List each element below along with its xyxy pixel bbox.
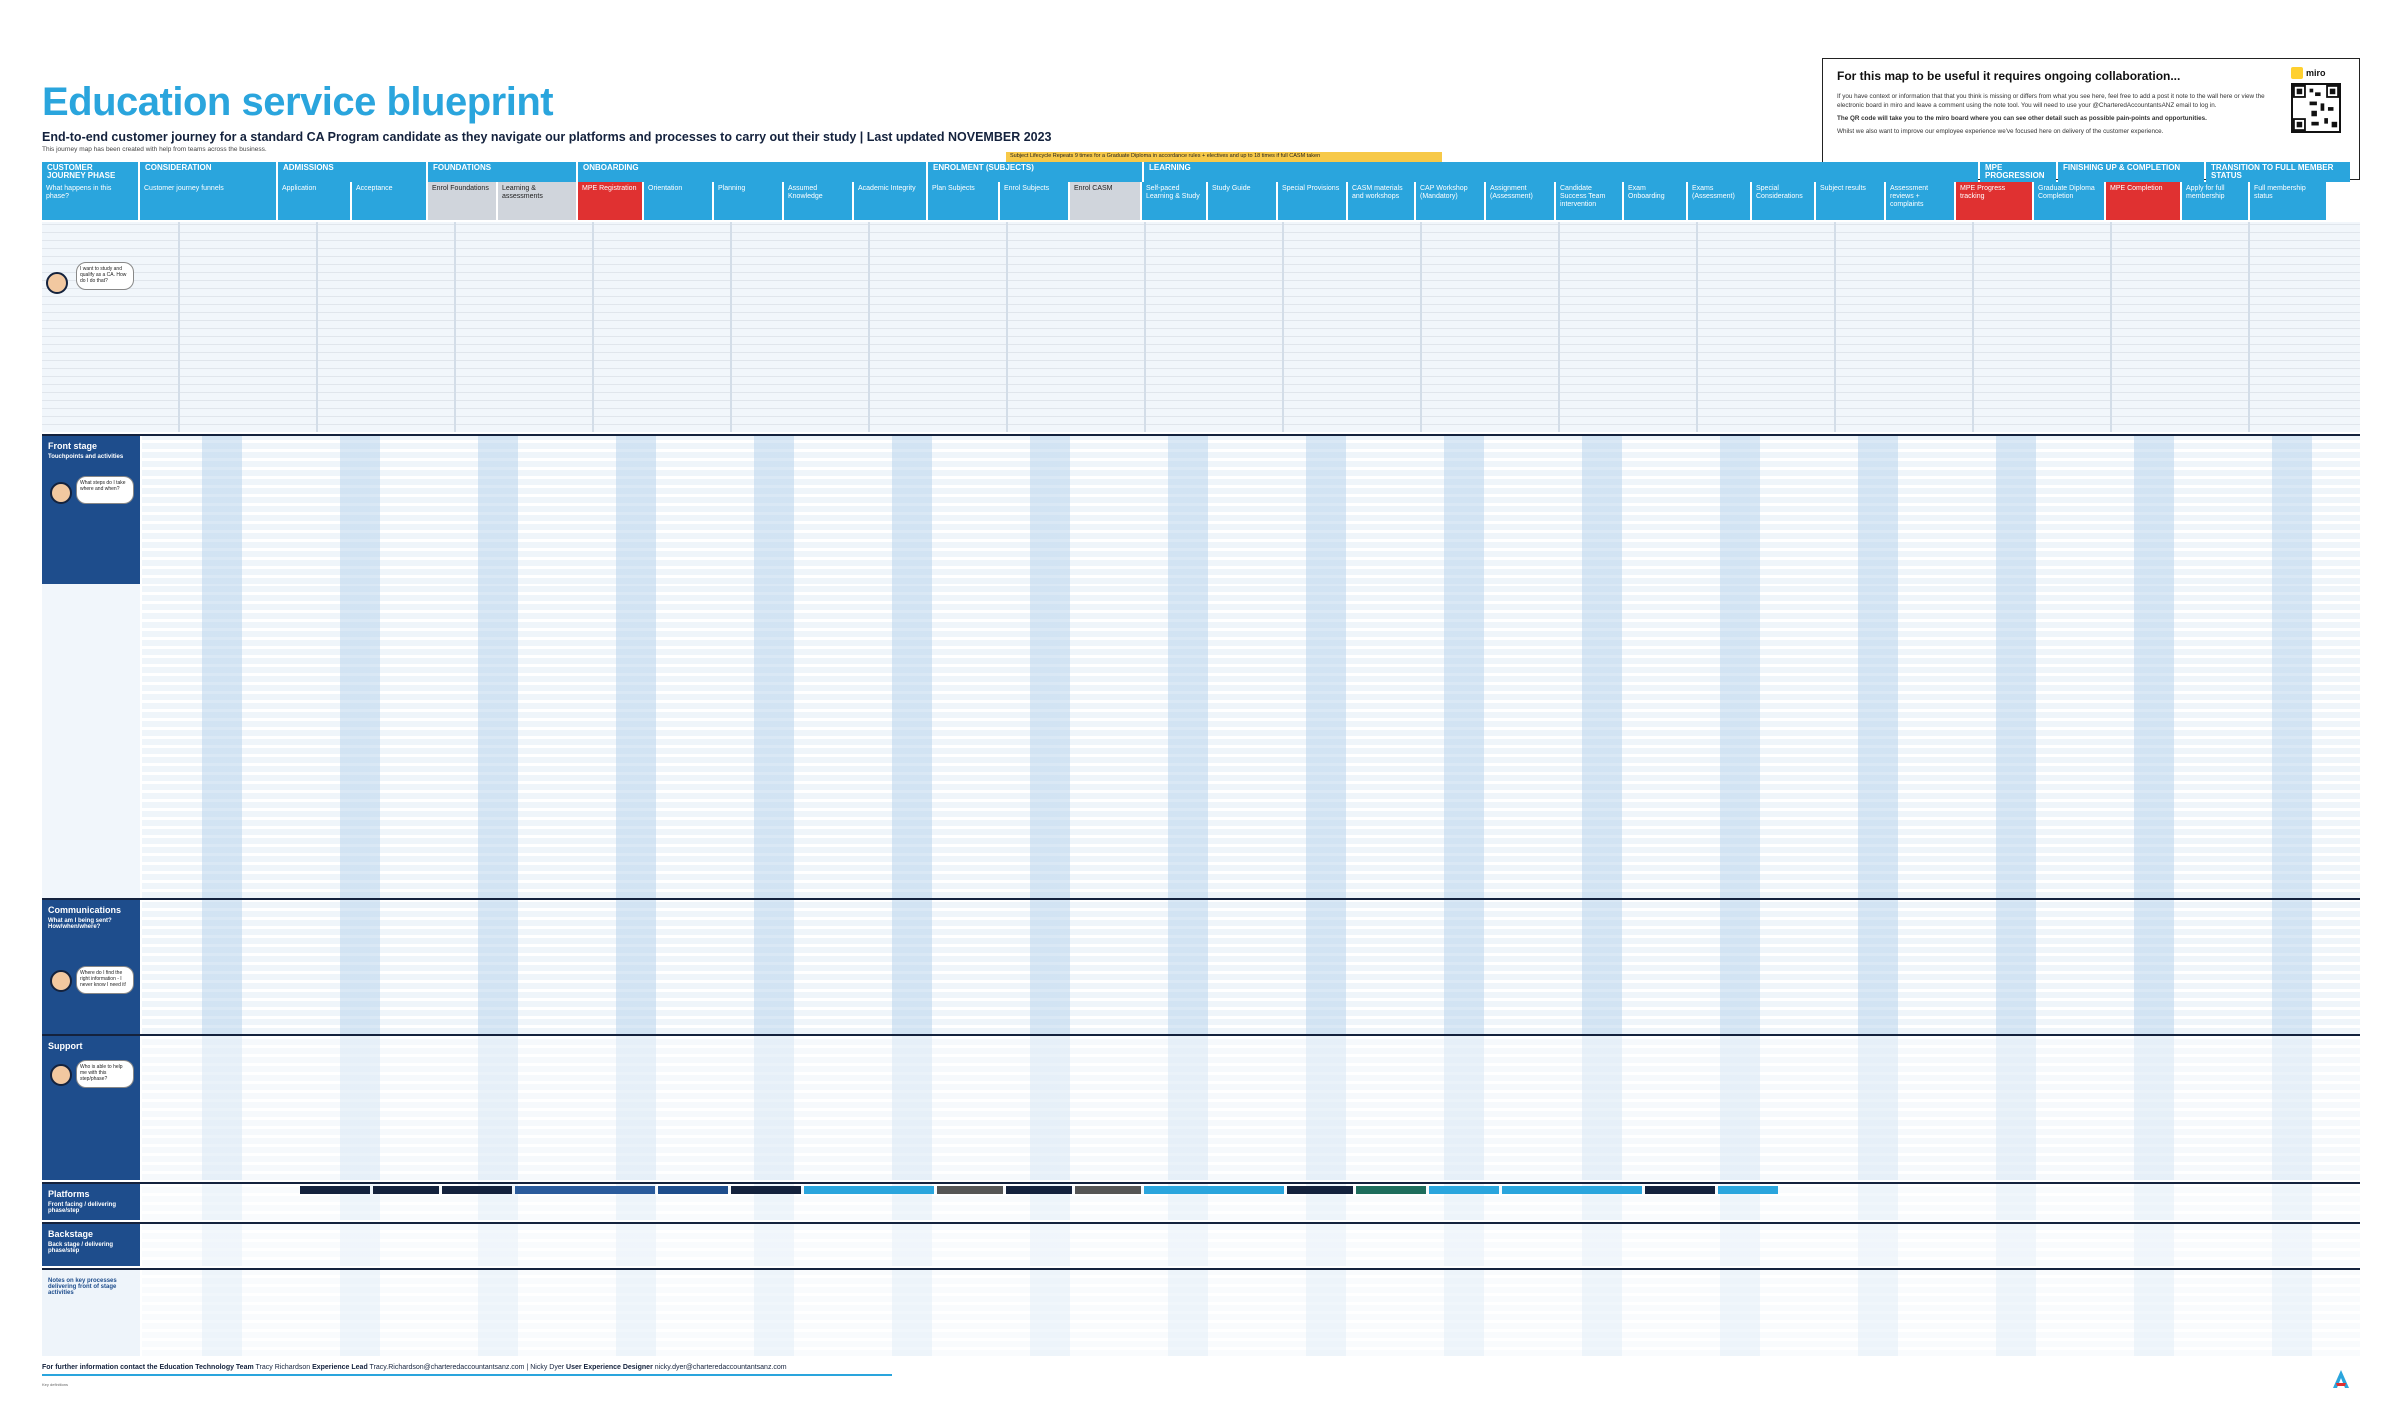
footer-contact: For further information contact the Educ… [42, 1364, 787, 1371]
miro-logo-icon [2291, 67, 2303, 79]
subphase-header-row: What happens in this phase? Customer jour… [42, 182, 2360, 220]
subphase-header: Assessment reviews + complaints [1886, 182, 1954, 220]
footer-email-1[interactable]: Tracy.Richardson@charteredaccountantsanz… [369, 1364, 525, 1371]
phase-header: ONBOARDING [578, 162, 926, 182]
subphase-header: Enrol CASM [1070, 182, 1140, 220]
page-title: Education service blueprint [42, 80, 554, 124]
subphase-header: Assignment (Assessment) [1486, 182, 1554, 220]
persona-avatar [46, 272, 68, 294]
subphase-header: CAP Workshop (Mandatory) [1416, 182, 1484, 220]
subphase-header: Learning & assessments [498, 182, 576, 220]
subphase-header: Special Provisions [1278, 182, 1346, 220]
lane-front-stage: Front stage Touchpoints and activities W… [42, 434, 2360, 584]
lane-title: Support [48, 1041, 83, 1051]
lane-subtitle: Back stage / delivering phase/step [48, 1242, 114, 1254]
ca-logo-icon [2333, 1370, 2349, 1388]
lane-process-notes: Notes on key processes delivering front … [42, 1268, 2360, 1356]
subphase-header: Academic Integrity [854, 182, 926, 220]
phase-header: MPE PROGRESSION [1980, 162, 2056, 182]
lane-front-stage-detail [42, 584, 2360, 898]
subphase-header: MPE Progress tracking [1956, 182, 2032, 220]
subphase-header: Orientation [644, 182, 712, 220]
collab-heading: For this map to be useful it requires on… [1837, 69, 2181, 83]
phase-header: CUSTOMER JOURNEY PHASE [42, 162, 138, 182]
subphase-header: Subject results [1816, 182, 1884, 220]
lane-title: Backstage [48, 1229, 94, 1239]
lane-title: Front stage [48, 441, 98, 451]
subphase-header: Apply for full membership [2182, 182, 2248, 220]
footer-name-1: Tracy Richardson [255, 1364, 311, 1371]
persona-bubble: Where do I find the right information - … [76, 966, 134, 994]
subphase-header: Exams (Assessment) [1688, 182, 1750, 220]
lane-communications: Communications What am I being sent? How… [42, 898, 2360, 1034]
subphase-header: Enrol Foundations [428, 182, 496, 220]
footer-role-1: Experience Lead [312, 1364, 368, 1371]
persona-avatar [50, 482, 72, 504]
subphase-header: Application [278, 182, 350, 220]
lane-label: Backstage Back stage / delivering phase/… [42, 1224, 140, 1266]
subphase-header: Full membership status [2250, 182, 2326, 220]
lane-label: Front stage Touchpoints and activities [42, 436, 140, 584]
subphase-header: Special Considerations [1752, 182, 1814, 220]
footer-role-2: User Experience Designer [566, 1364, 653, 1371]
lane-subtitle: Notes on key processes delivering front … [48, 1278, 117, 1296]
persona-bubble: Who is able to help me with this step/ph… [76, 1060, 134, 1088]
subphase-header: Enrol Subjects [1000, 182, 1068, 220]
journey-detail-area: I want to study and qualify as a CA. How… [42, 222, 2360, 432]
subphase-header: Candidate Success Team intervention [1556, 182, 1622, 220]
subphase-header: MPE Registration [578, 182, 642, 220]
collab-line-1: If you have context or information that … [1837, 93, 2265, 110]
subphase-header: Exam Onboarding [1624, 182, 1686, 220]
subphase-header: Customer journey funnels [140, 182, 276, 220]
phase-header-row: CUSTOMER JOURNEY PHASE CONSIDERATION ADMIS… [42, 162, 2360, 182]
phase-header: ENROLMENT (SUBJECTS) [928, 162, 1142, 182]
lane-subtitle: What am I being sent? How/when/where? [48, 918, 112, 930]
collab-line-3: Whilst we also want to improve our emplo… [1837, 128, 2164, 136]
phase-header: TRANSITION TO FULL MEMBER STATUS [2206, 162, 2350, 182]
subphase-header: MPE Completion [2106, 182, 2180, 220]
subphase-header: Planning [714, 182, 782, 220]
footer-email-2[interactable]: nicky.dyer@charteredaccountantsanz.com [654, 1364, 787, 1371]
collaboration-panel: For this map to be useful it requires on… [1822, 58, 2360, 180]
persona-bubble: What steps do I take where and when? [76, 476, 134, 504]
subphase-header: Study Guide [1208, 182, 1276, 220]
persona-avatar [50, 970, 72, 992]
subphase-header: Plan Subjects [928, 182, 998, 220]
lane-subtitle: Front facing / delivering phase/step [48, 1202, 117, 1214]
lane-label: Platforms Front facing / delivering phas… [42, 1184, 140, 1220]
lane-title: Communications [48, 905, 122, 915]
lane-backstage: Backstage Back stage / delivering phase/… [42, 1222, 2360, 1266]
lane-support: Support Who is able to help me with this… [42, 1034, 2360, 1180]
platform-bars [300, 1186, 1778, 1194]
phase-header: LEARNING [1144, 162, 1978, 182]
page-subtitle: End-to-end customer journey for a standa… [42, 130, 1052, 144]
miro-logo: miro [2291, 67, 2347, 79]
lane-subtitle: Touchpoints and activities [48, 454, 124, 460]
footer-fine-print: Key definitions [42, 1382, 69, 1387]
subphase-header: Graduate Diploma Completion [2034, 182, 2104, 220]
footer-lead: For further information contact the Educ… [42, 1364, 254, 1371]
phase-header: ADMISSIONS [278, 162, 426, 182]
collab-line-2: The QR code will take you to the miro bo… [1837, 115, 2207, 123]
subphase-header: What happens in this phase? [42, 182, 138, 220]
phase-header: FINISHING UP & COMPLETION [2058, 162, 2204, 182]
persona-avatar [50, 1064, 72, 1086]
subphase-header: Self-paced Learning & Study [1142, 182, 1206, 220]
lane-label: Support [42, 1036, 140, 1180]
subject-lifecycle-banner: Subject Lifecycle Repeats 9 times for a … [1006, 152, 1442, 162]
qr-code-icon[interactable] [2291, 83, 2341, 133]
subphase-header: Acceptance [352, 182, 426, 220]
miro-block: miro [2291, 67, 2347, 138]
lane-title: Platforms [48, 1189, 90, 1199]
footer-name-2: Nicky Dyer [530, 1364, 565, 1371]
lane-label: Notes on key processes delivering front … [42, 1270, 140, 1356]
subphase-header: Assumed Knowledge [784, 182, 852, 220]
phase-header: FOUNDATIONS [428, 162, 576, 182]
footer-divider [42, 1374, 892, 1376]
phase-header: CONSIDERATION [140, 162, 276, 182]
persona-bubble: I want to study and qualify as a CA. How… [76, 262, 134, 290]
subphase-header: CASM materials and workshops [1348, 182, 1414, 220]
miro-label: miro [2306, 68, 2326, 78]
page-note: This journey map has been created with h… [42, 146, 267, 153]
